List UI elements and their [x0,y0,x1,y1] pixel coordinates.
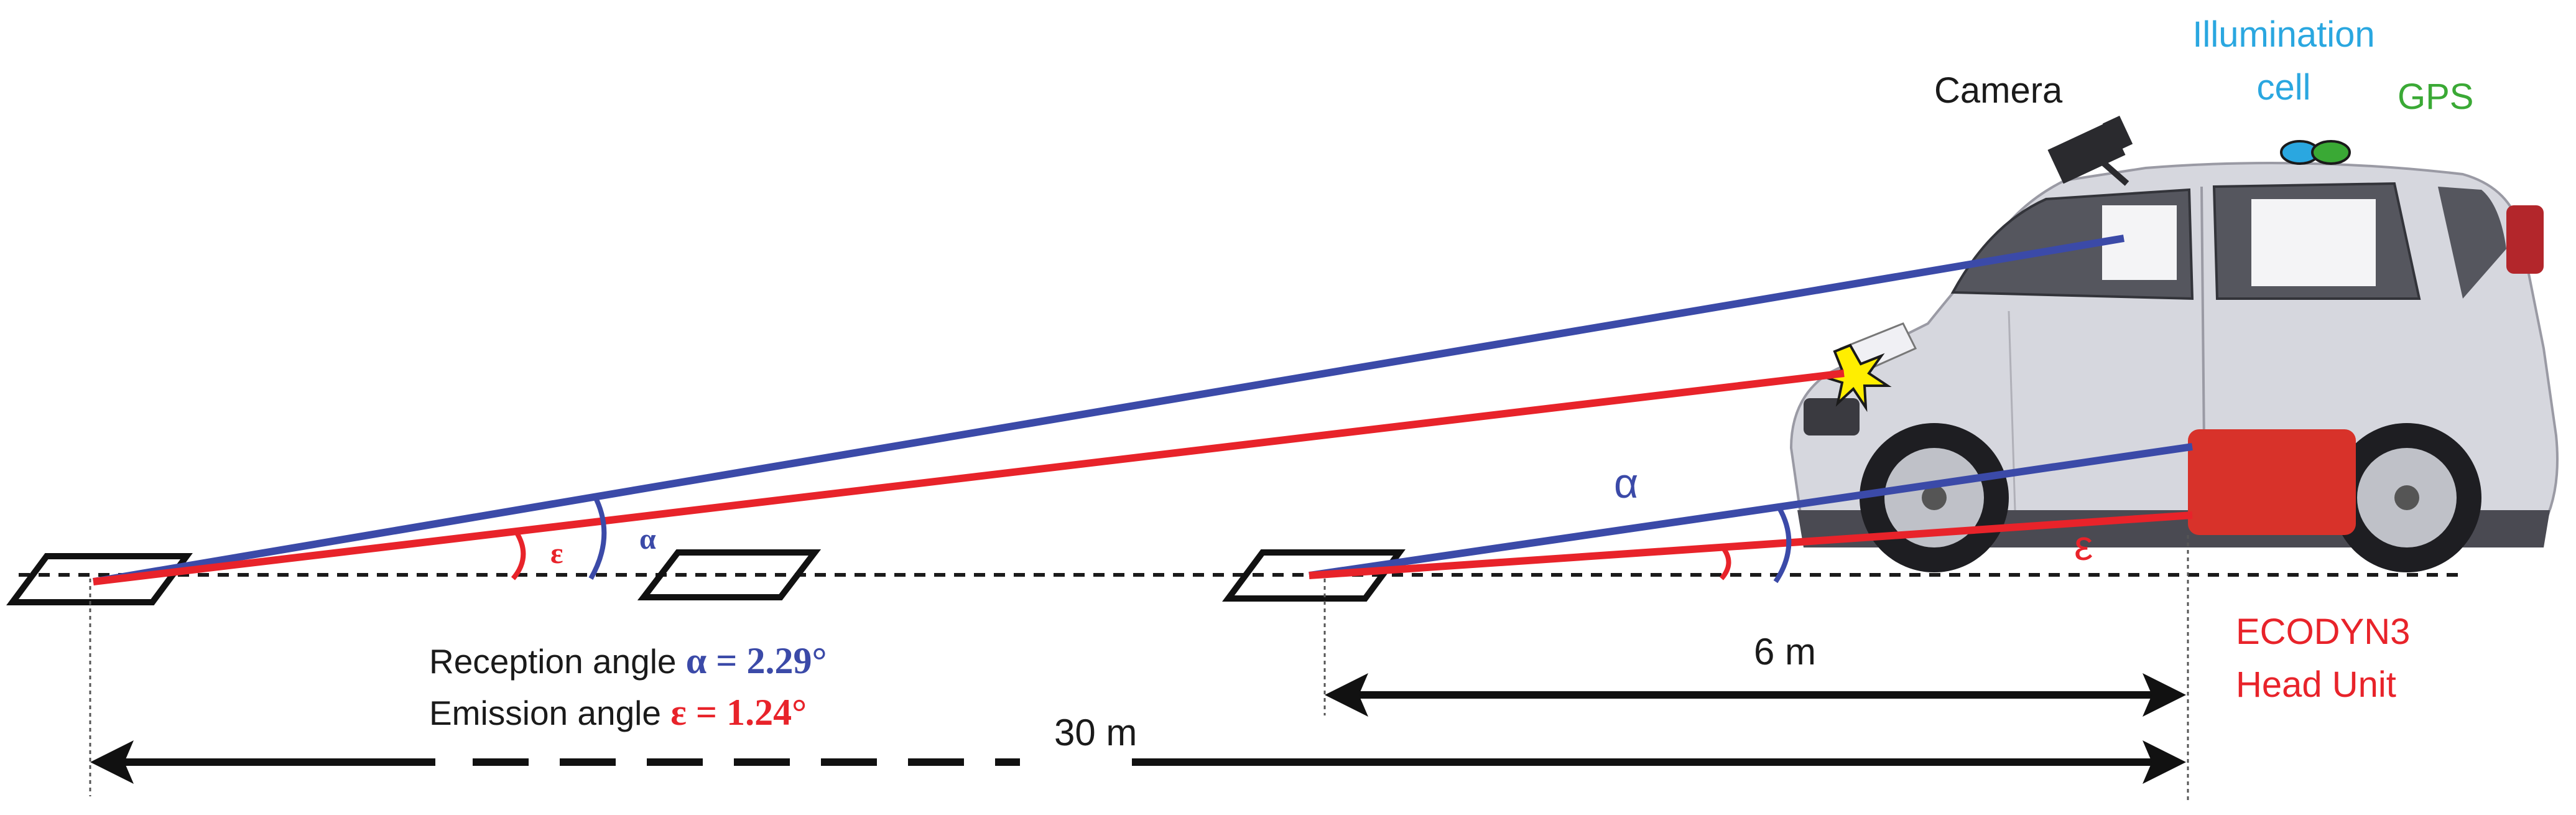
reception-beam-far [92,235,2125,585]
reception-value: α = 2.29° [686,640,827,681]
emission-beam-far [93,370,1845,585]
alpha-far-symbol: α [639,523,656,556]
reception-angle-label: Reception angle α = 2.29° [429,640,827,681]
emission-arc-near [1719,546,1731,580]
camera-icon [2047,116,2133,186]
road-marking-mid [637,549,822,600]
emission-angle-label: Emission angle ε = 1.24° [429,692,807,733]
emission-value: ε = 1.24° [670,692,807,733]
road-marking-far [6,553,193,605]
alpha-near-symbol: α [1614,460,1638,507]
reception-beam-near [1309,443,2193,579]
rear-wheel [2332,423,2481,572]
distance-arrow-near [1325,673,2186,717]
eps-far-symbol: ε [550,537,563,570]
distance-arrow-far [90,740,2186,784]
emission-prefix: Emission angle [429,694,661,732]
illumination-label-line1: Illumination [2192,14,2374,55]
eps-near-symbol: ε [2074,522,2093,569]
reception-arc-near [1773,505,1792,584]
emission-beam-near [1309,511,2193,579]
vehicle [1789,162,2559,572]
car-window-back [2438,187,2506,299]
head-unit-label-line2: Head Unit [2236,664,2396,705]
distance-far-label: 30 m [1054,712,1137,753]
distance-near-label: 6 m [1754,631,1816,673]
illumination-label-line2: cell [2256,67,2310,108]
camera-label: Camera [1934,70,2063,111]
reception-arc-far [588,493,607,580]
front-wheel [1860,423,2009,572]
emission-arc-far [511,530,526,580]
head-unit-label-line1: ECODYN3 [2236,612,2410,652]
gps-antenna-icon [2311,140,2351,165]
gps-label: GPS [2398,77,2474,117]
road-marking-near [1222,549,1406,602]
head-unit-box [2188,429,2356,535]
window-reflection [2251,199,2376,286]
reception-prefix: Reception angle [429,642,677,681]
